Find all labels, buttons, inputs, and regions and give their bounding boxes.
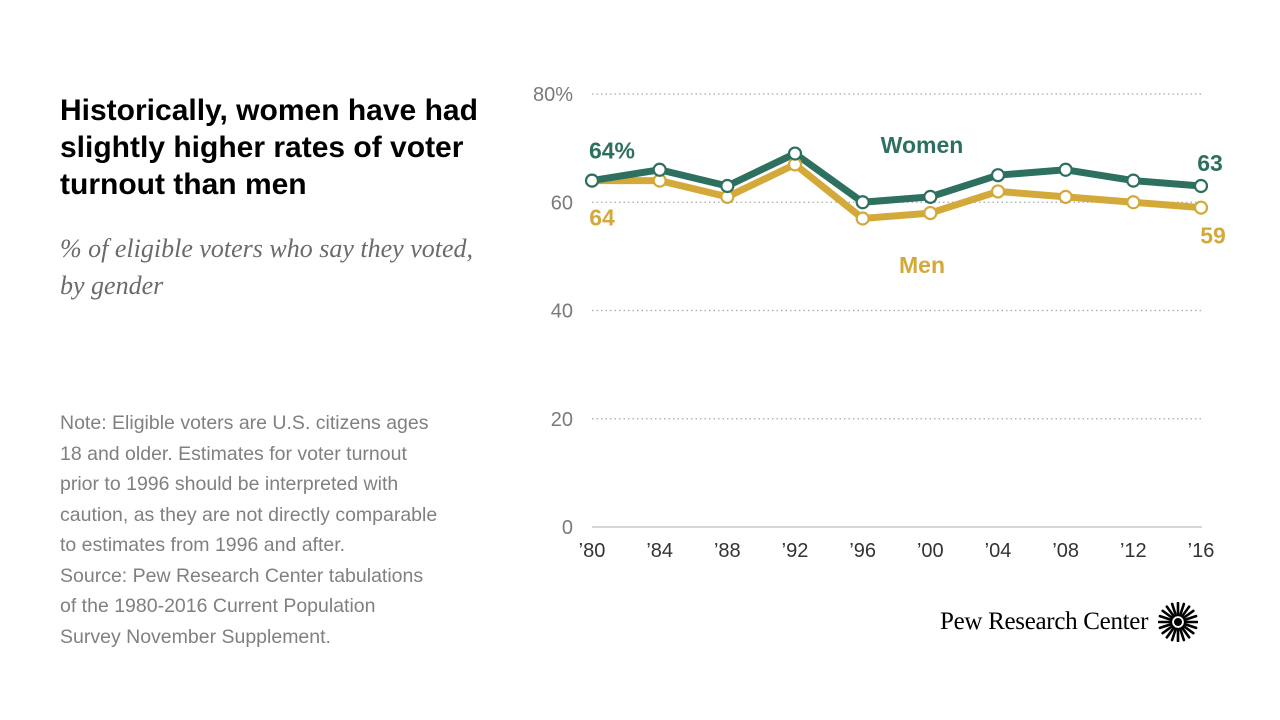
data-point-men — [1193, 200, 1209, 215]
y-tick-label: 40 — [551, 301, 573, 323]
sunburst-ray — [1183, 622, 1198, 630]
sunburst-ray — [1170, 602, 1178, 617]
series — [584, 146, 1209, 226]
sunburst-ray — [1182, 609, 1195, 620]
data-point-men — [1126, 195, 1141, 210]
note-line: Note: Eligible voters are U.S. citizens … — [60, 412, 429, 434]
x-tick-label: ’96 — [849, 540, 876, 562]
sunburst-ray — [1178, 602, 1186, 617]
x-tick-label: ’12 — [1120, 540, 1147, 562]
sunburst-center — [1174, 618, 1183, 626]
axes: 0 20 40 60 80% ’80 ’84 ’88 ’92 ’96 ’00 ’04 ’08 ’12 ’16 — [533, 84, 1214, 562]
data-point-men — [990, 184, 1006, 199]
sunburst-ray — [1178, 627, 1186, 642]
x-tick-label: ’88 — [714, 540, 741, 562]
sunburst-ray — [1165, 626, 1176, 639]
sunburst-ray — [1183, 614, 1198, 622]
data-point-men — [923, 205, 938, 221]
sunburst-ray — [1170, 627, 1178, 642]
x-tick-label: ’92 — [782, 540, 809, 562]
chart-note: Note: Eligible voters are U.S. citizens … — [60, 408, 510, 652]
data-point-women — [923, 189, 938, 204]
men-start-label: 64 — [589, 205, 615, 231]
source-line: Source: Pew Research Center tabulations — [60, 564, 424, 587]
series-line-men — [588, 160, 1205, 222]
data-point-women — [1193, 178, 1209, 194]
note-line: to estimates from 1996 and after. — [60, 534, 346, 556]
x-tick-label: ’80 — [579, 540, 606, 562]
women-start-label: 64% — [589, 138, 635, 164]
men-end-label: 59 — [1200, 223, 1226, 249]
data-point-women — [855, 195, 870, 210]
brand-name: Pew Research Center — [940, 608, 1149, 635]
sunburst-ray — [1180, 605, 1191, 618]
data-point-men — [855, 211, 870, 226]
data-point-women — [652, 162, 667, 177]
data-point-women — [1058, 162, 1073, 177]
brand-logo: Pew Research Center — [940, 602, 1199, 642]
y-tick-label: 80% — [533, 84, 573, 106]
sunburst-ray — [1182, 624, 1195, 635]
chart-subtitle: % of eligible voters who say they voted,… — [60, 234, 474, 300]
y-tick-label: 0 — [562, 517, 573, 539]
chart-title: Historically, women have had slightly hi… — [60, 94, 478, 201]
sunburst-ray — [1158, 622, 1173, 630]
note-line: prior to 1996 should be interpreted with — [60, 473, 399, 495]
y-tick-label: 20 — [551, 409, 573, 431]
men-series-label: Men — [899, 252, 945, 278]
women-end-label: 63 — [1197, 150, 1223, 176]
sunburst-ray — [1161, 609, 1174, 620]
sunburst-ray — [1180, 626, 1191, 639]
data-point-women — [584, 173, 600, 188]
source-line: of the 1980-2016 Current Population — [60, 595, 376, 617]
pew-sunburst-icon — [1158, 602, 1199, 642]
women-series-label: Women — [881, 132, 964, 158]
data-point-women — [990, 168, 1006, 183]
data-point-women — [720, 178, 735, 194]
x-tick-label: ’16 — [1188, 540, 1215, 562]
note-line: 18 and older. Estimates for voter turnou… — [60, 442, 407, 465]
x-tick-label: ’00 — [917, 540, 944, 562]
x-tick-label: ’08 — [1052, 540, 1079, 562]
sunburst-ray — [1158, 614, 1173, 622]
data-labels: 64% 63 Women 64 59 Men — [589, 132, 1226, 278]
y-tick-label: 60 — [551, 192, 573, 214]
note-line: caution, as they are not directly compar… — [60, 503, 438, 526]
x-tick-label: ’84 — [646, 540, 673, 562]
x-tick-label: ’04 — [985, 540, 1012, 562]
data-point-women — [787, 146, 803, 161]
sunburst-ray — [1161, 624, 1174, 635]
data-point-men — [1058, 189, 1073, 204]
sunburst-ray — [1165, 605, 1176, 618]
series-line-women — [588, 150, 1205, 206]
data-point-women — [1126, 173, 1141, 188]
source-line: Survey November Supplement. — [60, 625, 331, 648]
